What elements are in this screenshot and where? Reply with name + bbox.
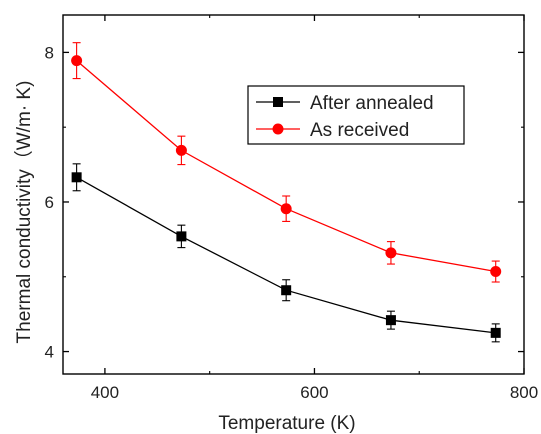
series-after-annealed <box>71 163 501 343</box>
legend-marker <box>272 123 284 135</box>
x-tick-label: 400 <box>91 383 119 402</box>
series-as-received <box>71 42 502 283</box>
data-point <box>385 315 396 326</box>
data-point <box>175 144 187 156</box>
data-point <box>490 327 501 338</box>
data-point <box>71 172 82 183</box>
data-point <box>281 285 292 296</box>
data-point <box>176 231 187 242</box>
axes-layer: 400 600 800 4 6 8 <box>45 14 538 402</box>
y-tick-label: 6 <box>45 193 54 212</box>
y-axis-label: Thermal conductivity（W/m· K) <box>13 81 35 344</box>
y-tick-label: 4 <box>45 343 54 362</box>
legend: After annealed As received <box>247 85 465 145</box>
x-tick-label: 800 <box>510 383 538 402</box>
y-tick-label: 8 <box>45 43 54 62</box>
data-point <box>71 55 83 67</box>
data-point <box>280 203 292 215</box>
legend-label: After annealed <box>310 93 434 114</box>
legend-box <box>247 85 465 145</box>
plot-frame <box>62 14 525 375</box>
legend-item: After annealed <box>256 93 434 114</box>
x-axis-label: Temperature (K) <box>218 413 355 434</box>
x-tick-label: 600 <box>300 383 328 402</box>
legend-marker <box>273 97 283 107</box>
legend-label: As received <box>310 120 409 141</box>
legend-item: As received <box>256 120 409 141</box>
plot-layer <box>71 42 502 343</box>
data-point <box>490 266 502 278</box>
data-point <box>385 247 397 259</box>
